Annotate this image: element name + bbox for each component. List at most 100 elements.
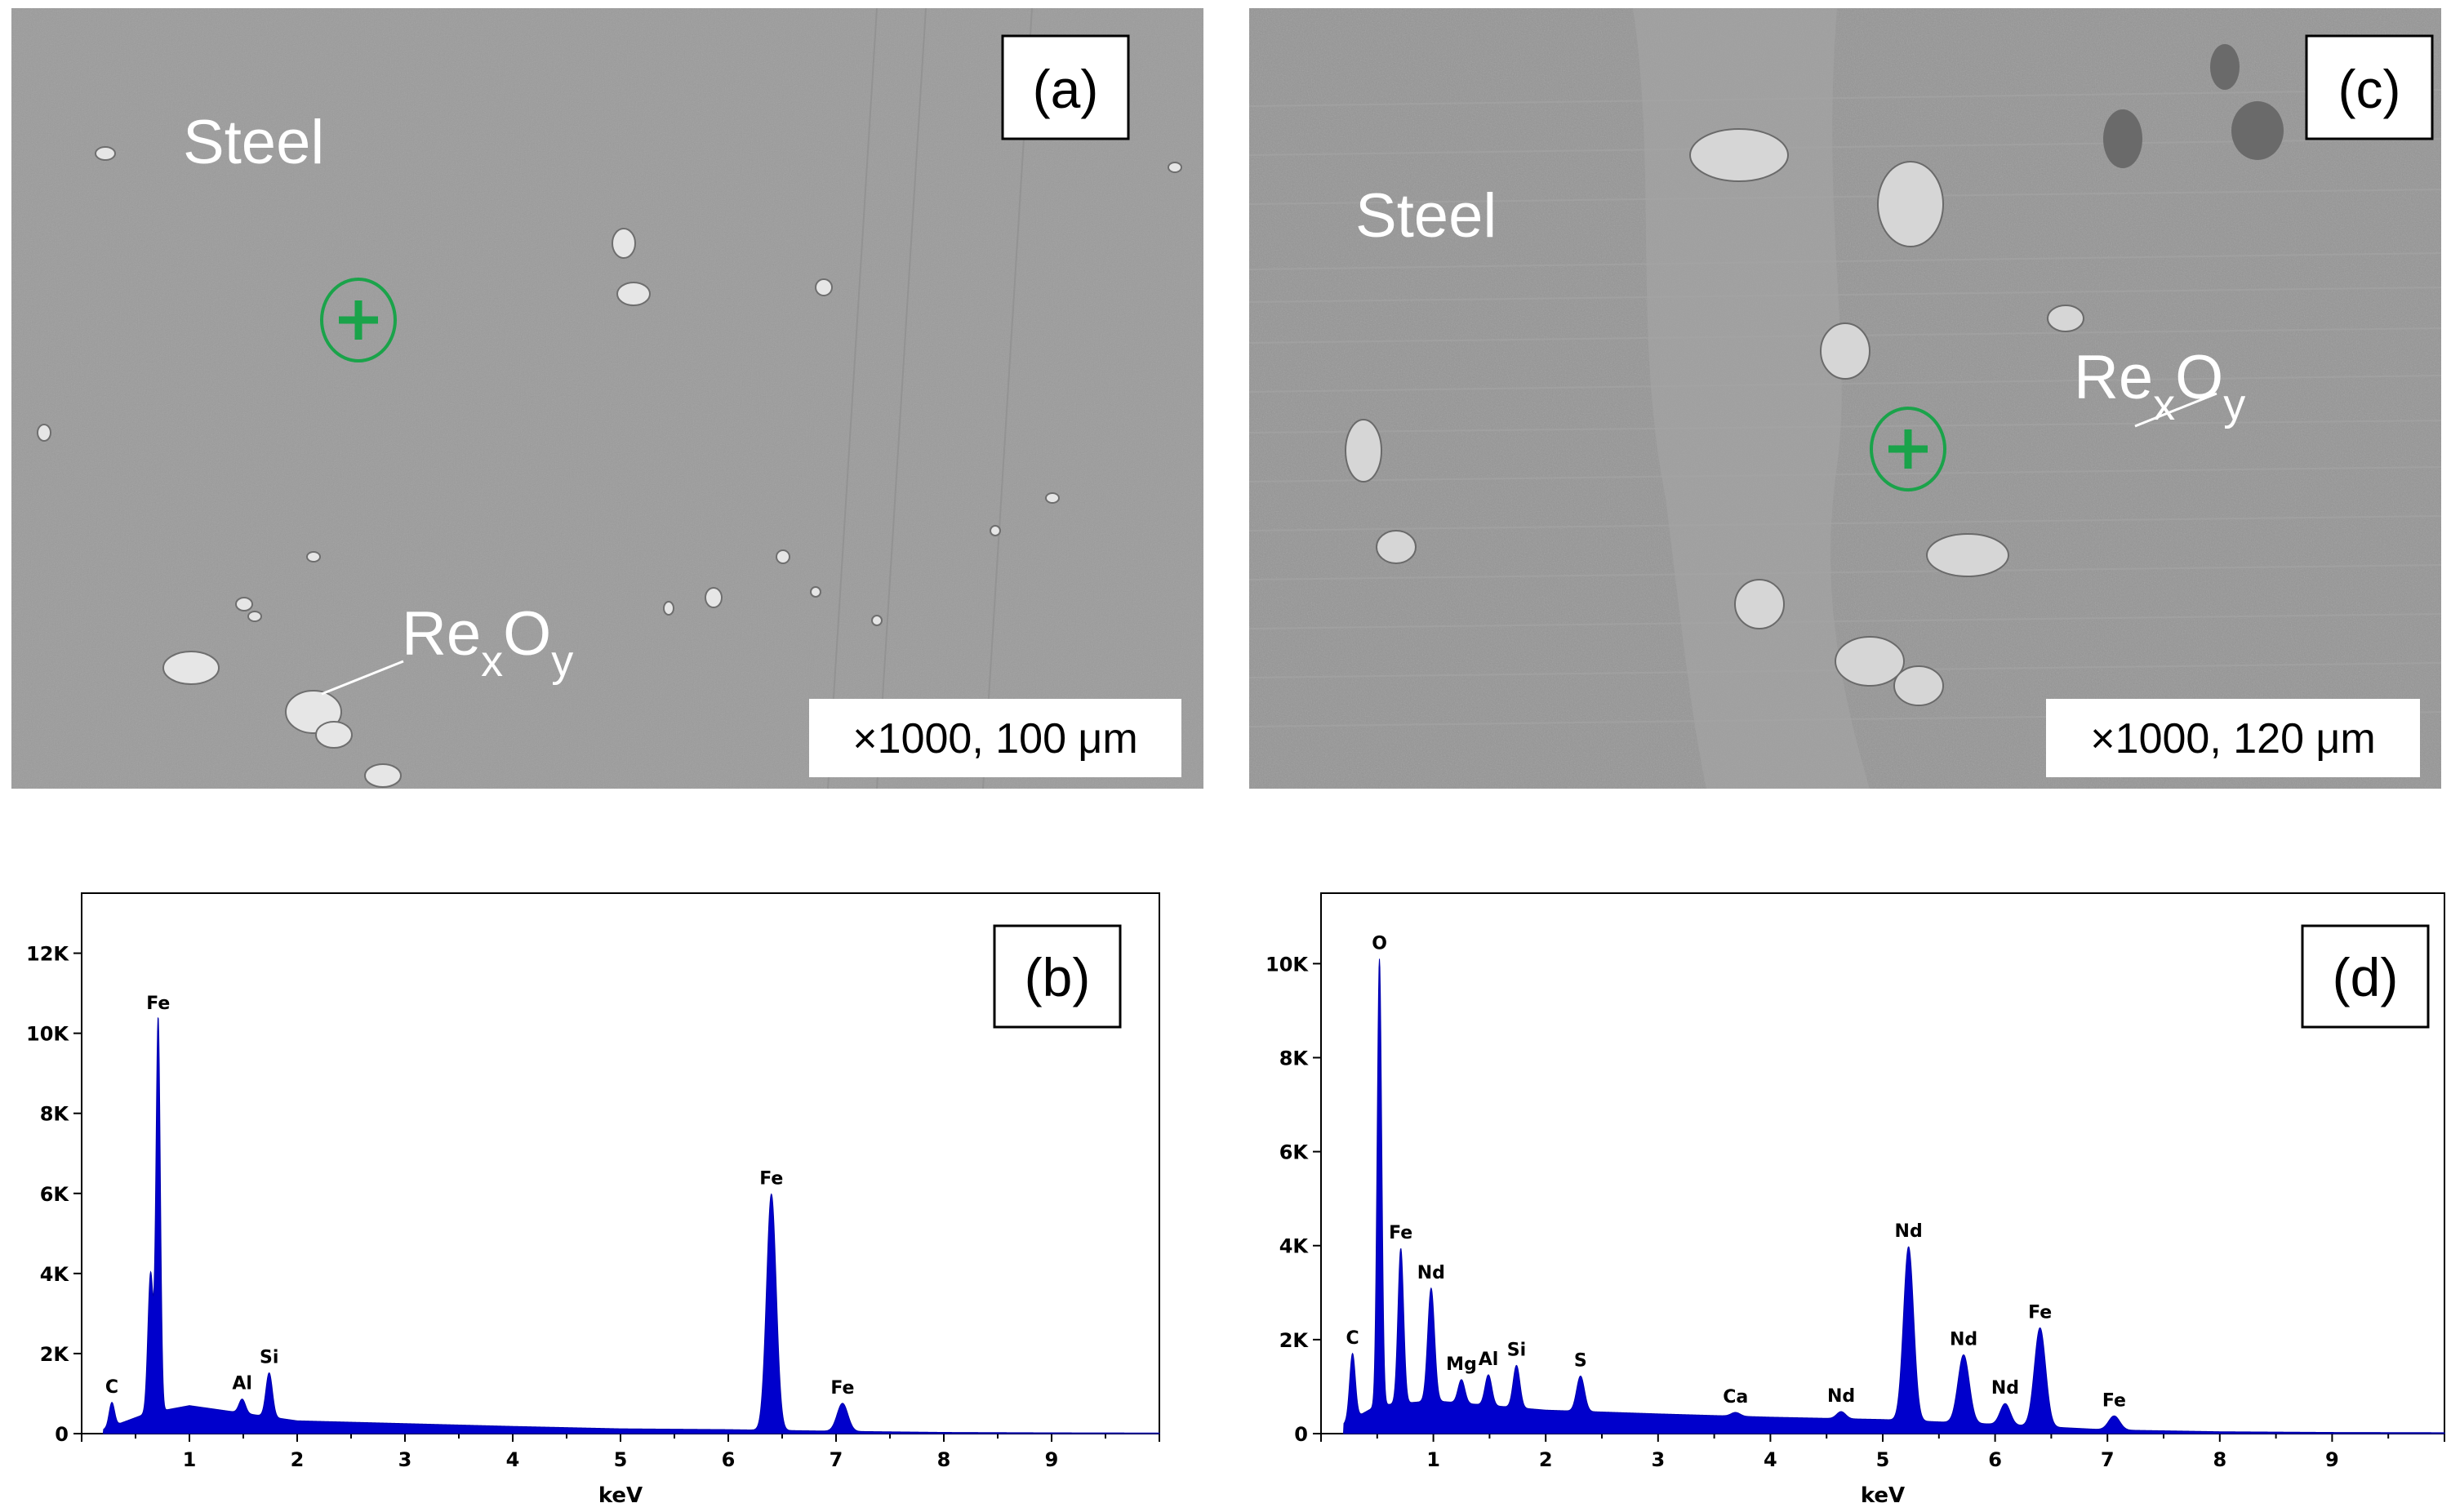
sem-image-c-canvas: Steel RexOy (c) ×1000, 120 μm	[1249, 8, 2441, 789]
peak-label: Fe	[2028, 1302, 2052, 1323]
particle-pointer-line	[2134, 392, 2217, 428]
x-tick-label: 2	[291, 1448, 305, 1471]
x-tick-label: 6	[722, 1448, 736, 1471]
particle-pointer-line	[321, 660, 404, 696]
particle-label-re: Re	[2074, 343, 2153, 412]
peak-label: Nd	[1417, 1263, 1445, 1283]
peak-label: S	[1574, 1350, 1587, 1371]
plot-frame	[81, 892, 1160, 1434]
y-axis: 0 2K 4K 6K 8K 10K	[1266, 953, 1321, 1446]
x-axis: 1 2 3 4 5 6 7 8 9	[1320, 1434, 2445, 1471]
x-tick-label: 7	[2101, 1448, 2115, 1471]
peak-label: Nd	[1991, 1378, 2019, 1399]
panel-label: (a)	[1033, 59, 1099, 119]
y-tick-label: 2K	[1279, 1329, 1310, 1352]
plot-frame	[1320, 892, 2445, 1434]
sem-rough-band	[1633, 8, 1870, 789]
peak-label: Al	[232, 1374, 252, 1394]
panel-label-box	[2301, 924, 2430, 1029]
peak-label: O	[1372, 933, 1387, 954]
eds-spectrum-d-chart: 0 2K 4K 6K 8K 10K 1 2 3 4 5 6 7 8 9 C O Fe Nd Mg Al Si S Ca Nd…	[1266, 892, 2445, 1508]
panel-label-box	[2305, 34, 2434, 140]
peak-label: Nd	[1827, 1386, 1855, 1407]
spectrum-area	[102, 1017, 1160, 1434]
y-tick-label: 2K	[40, 1343, 70, 1366]
peak-label: Fe	[759, 1169, 783, 1190]
spectrum-area	[1343, 958, 2445, 1434]
x-tick-label: 2	[1539, 1448, 1553, 1471]
y-tick-label: 4K	[40, 1263, 70, 1286]
x-tick-label: 1	[183, 1448, 197, 1471]
x-tick-label: 8	[2213, 1448, 2226, 1471]
particle-label-o: O	[503, 599, 551, 669]
peak-label: Si	[260, 1348, 278, 1368]
peak-label: Al	[1479, 1350, 1499, 1370]
y-tick-label: 6K	[40, 1183, 70, 1206]
peak-labels: C Fe Al Si Fe Fe	[105, 994, 855, 1399]
peak-label: Mg	[1446, 1354, 1477, 1375]
x-tick-label: 4	[1764, 1448, 1777, 1471]
scale-bar-box	[2046, 699, 2420, 777]
eds-spectrum-d: 0 2K 4K 6K 8K 10K 1 2 3 4 5 6 7 8 9 C O Fe Nd Mg Al Si S Ca Nd…	[1241, 874, 2451, 1510]
x-tick-label: 8	[937, 1448, 951, 1471]
particle-label-re: Re	[402, 599, 481, 669]
scale-bar-box	[809, 699, 1181, 777]
scale-bar-text: ×1000, 100 μm	[852, 715, 1137, 763]
sem-dark-features	[2103, 44, 2284, 168]
x-tick-label: 4	[506, 1448, 520, 1471]
scale-bar-text: ×1000, 120 μm	[2090, 715, 2375, 763]
peak-label: C	[105, 1377, 118, 1398]
y-tick-label: 0	[55, 1423, 69, 1446]
measurement-point-marker-icon	[320, 278, 397, 362]
x-tick-label: 3	[1651, 1448, 1665, 1471]
particle-label-sub-x: x	[2153, 380, 2175, 429]
peak-label: Ca	[1723, 1387, 1748, 1407]
y-tick-label: 4K	[1279, 1235, 1310, 1258]
x-tick-label: 7	[830, 1448, 843, 1471]
x-axis-label: keV	[1861, 1483, 1905, 1508]
region-label-steel: Steel	[183, 108, 324, 177]
y-tick-label: 10K	[1266, 953, 1309, 976]
particle-label-rexoy: RexOy	[2074, 343, 2245, 429]
x-tick-label: 6	[1988, 1448, 2002, 1471]
sem-particles	[37, 146, 1182, 788]
y-tick-label: 12K	[26, 943, 69, 966]
particle-label-sub-y: y	[2223, 380, 2245, 429]
particle-label-sub-y: y	[551, 637, 573, 686]
y-tick-label: 6K	[1279, 1141, 1310, 1164]
measurement-point-marker-icon	[1870, 407, 1946, 491]
panel-label-box	[1001, 34, 1130, 140]
x-axis: 1 2 3 4 5 6 7 8 9	[81, 1434, 1160, 1471]
x-tick-label: 5	[1876, 1448, 1890, 1471]
y-tick-label: 10K	[26, 1023, 69, 1046]
panel-label: (c)	[2338, 59, 2401, 119]
eds-spectrum-b-chart: 0 2K 4K 6K 8K 10K 12K 1 2 3 4 5 6 7 8 9 C Fe Al Si Fe Fe ke…	[26, 892, 1160, 1508]
sem-image-c: Steel RexOy (c) ×1000, 120 μm	[1249, 8, 2441, 789]
sem-image-a-canvas: Steel RexOy (a) ×1000, 100 μm	[11, 8, 1203, 789]
peak-label: Fe	[146, 994, 170, 1014]
x-tick-label: 9	[1045, 1448, 1059, 1471]
panel-label-box	[993, 924, 1122, 1029]
x-tick-label: 3	[398, 1448, 412, 1471]
particle-label-rexoy: RexOy	[402, 599, 573, 686]
sem-particles	[1345, 128, 2084, 706]
y-tick-label: 0	[1294, 1423, 1308, 1446]
x-tick-label: 9	[2325, 1448, 2339, 1471]
x-tick-label: 1	[1426, 1448, 1440, 1471]
peak-label: Si	[1507, 1340, 1526, 1360]
y-tick-label: 8K	[1279, 1047, 1310, 1070]
sem-image-a: Steel RexOy (a) ×1000, 100 μm	[11, 8, 1203, 789]
peak-label: Nd	[1950, 1329, 1977, 1350]
x-tick-label: 5	[614, 1448, 628, 1471]
panel-label: (b)	[1025, 947, 1091, 1007]
region-label-steel: Steel	[1355, 181, 1497, 251]
y-tick-label: 8K	[40, 1103, 70, 1126]
peak-label: C	[1346, 1328, 1359, 1349]
x-axis-label: keV	[598, 1483, 643, 1508]
eds-spectrum-b: 0 2K 4K 6K 8K 10K 12K 1 2 3 4 5 6 7 8 9 C Fe Al Si Fe Fe ke…	[0, 874, 1208, 1510]
particle-label-o: O	[2175, 343, 2223, 412]
peak-label: Fe	[830, 1378, 854, 1399]
y-axis: 0 2K 4K 6K 8K 10K 12K	[26, 943, 82, 1446]
peak-label: Nd	[1895, 1221, 1923, 1242]
